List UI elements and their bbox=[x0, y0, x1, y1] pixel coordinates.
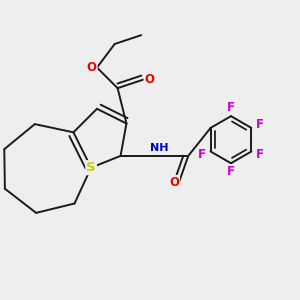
Text: NH: NH bbox=[150, 142, 168, 153]
Text: F: F bbox=[227, 165, 235, 178]
Text: F: F bbox=[256, 148, 264, 161]
Text: O: O bbox=[87, 61, 97, 74]
Text: O: O bbox=[169, 176, 179, 189]
Text: F: F bbox=[198, 148, 206, 161]
Text: O: O bbox=[144, 73, 154, 86]
Text: F: F bbox=[227, 101, 235, 114]
Text: F: F bbox=[256, 118, 264, 131]
Text: S: S bbox=[86, 161, 96, 174]
